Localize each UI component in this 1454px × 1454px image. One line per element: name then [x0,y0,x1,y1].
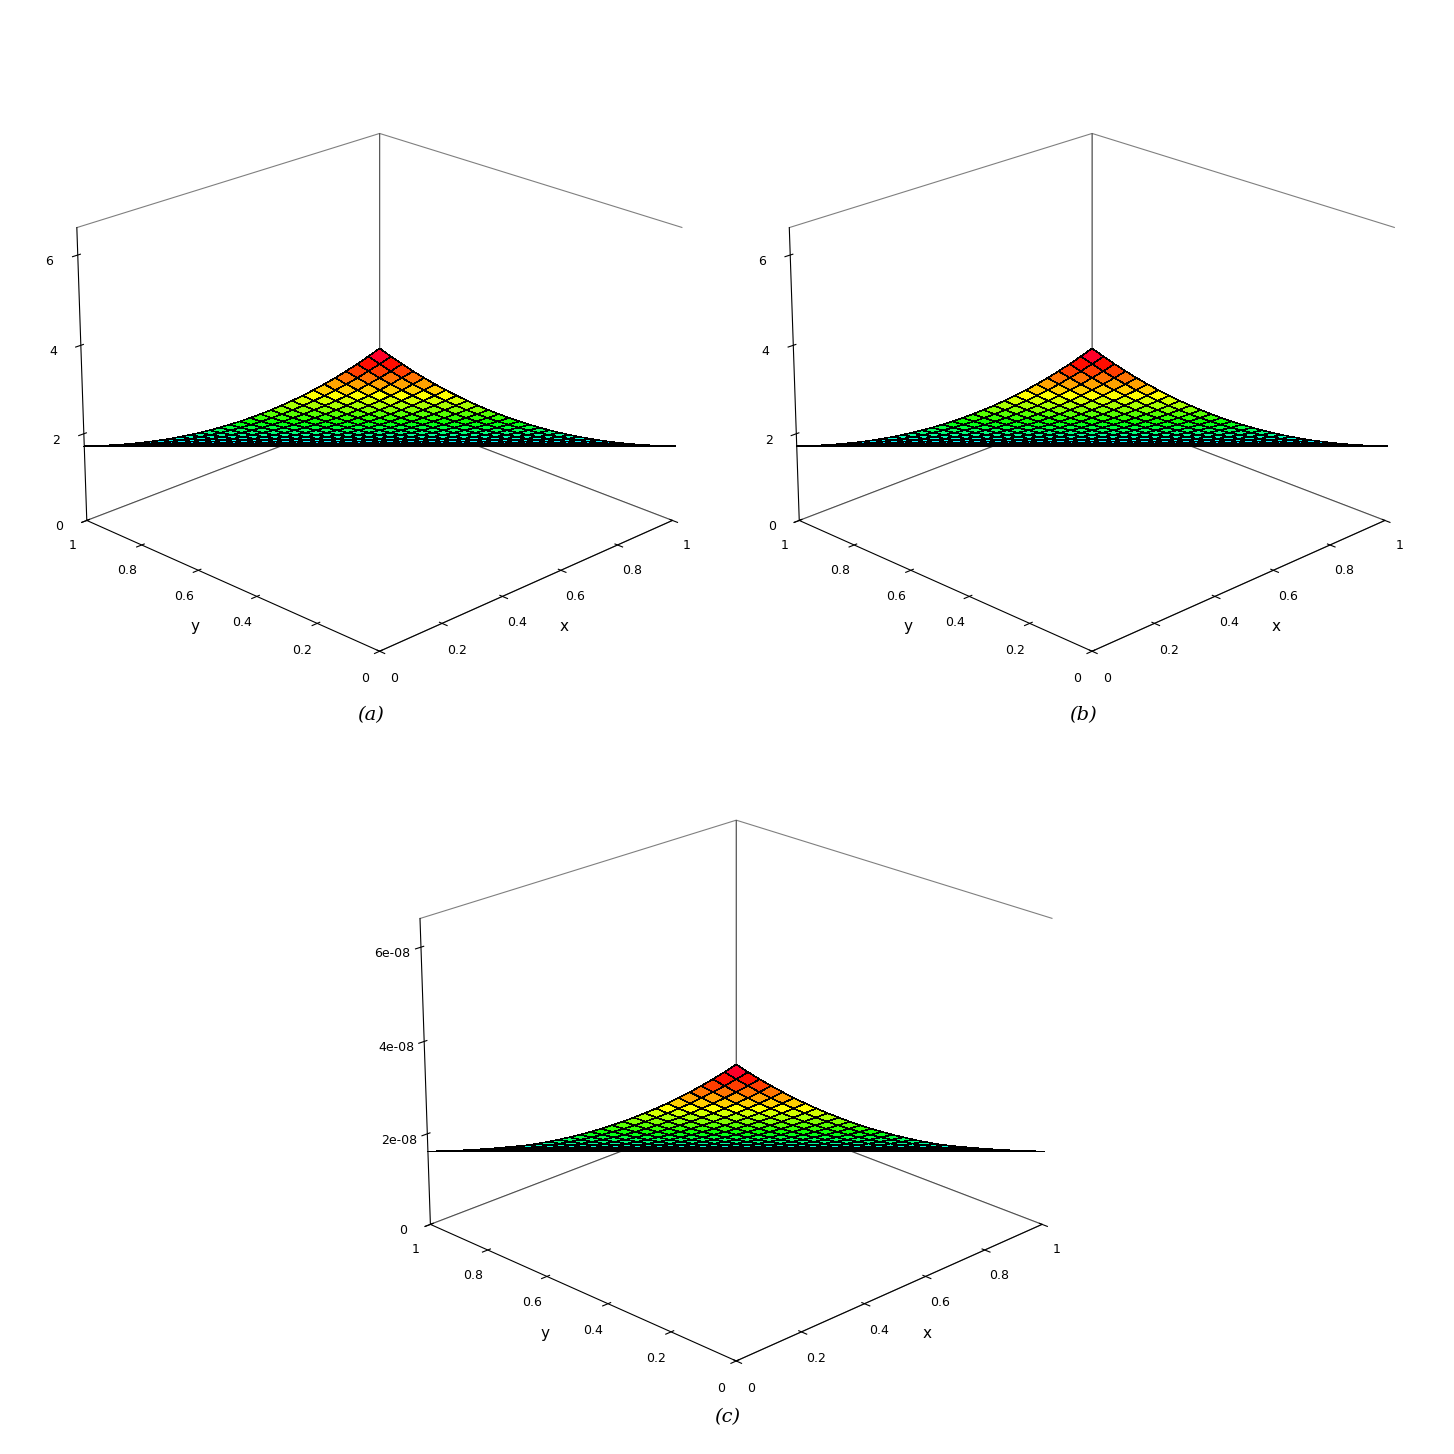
Text: (a): (a) [358,705,384,724]
Y-axis label: y: y [541,1326,550,1341]
X-axis label: x: x [923,1326,932,1341]
X-axis label: x: x [560,619,569,634]
Y-axis label: y: y [903,619,913,634]
Text: (c): (c) [714,1407,740,1426]
Text: (b): (b) [1069,705,1098,724]
X-axis label: x: x [1272,619,1281,634]
Y-axis label: y: y [190,619,201,634]
